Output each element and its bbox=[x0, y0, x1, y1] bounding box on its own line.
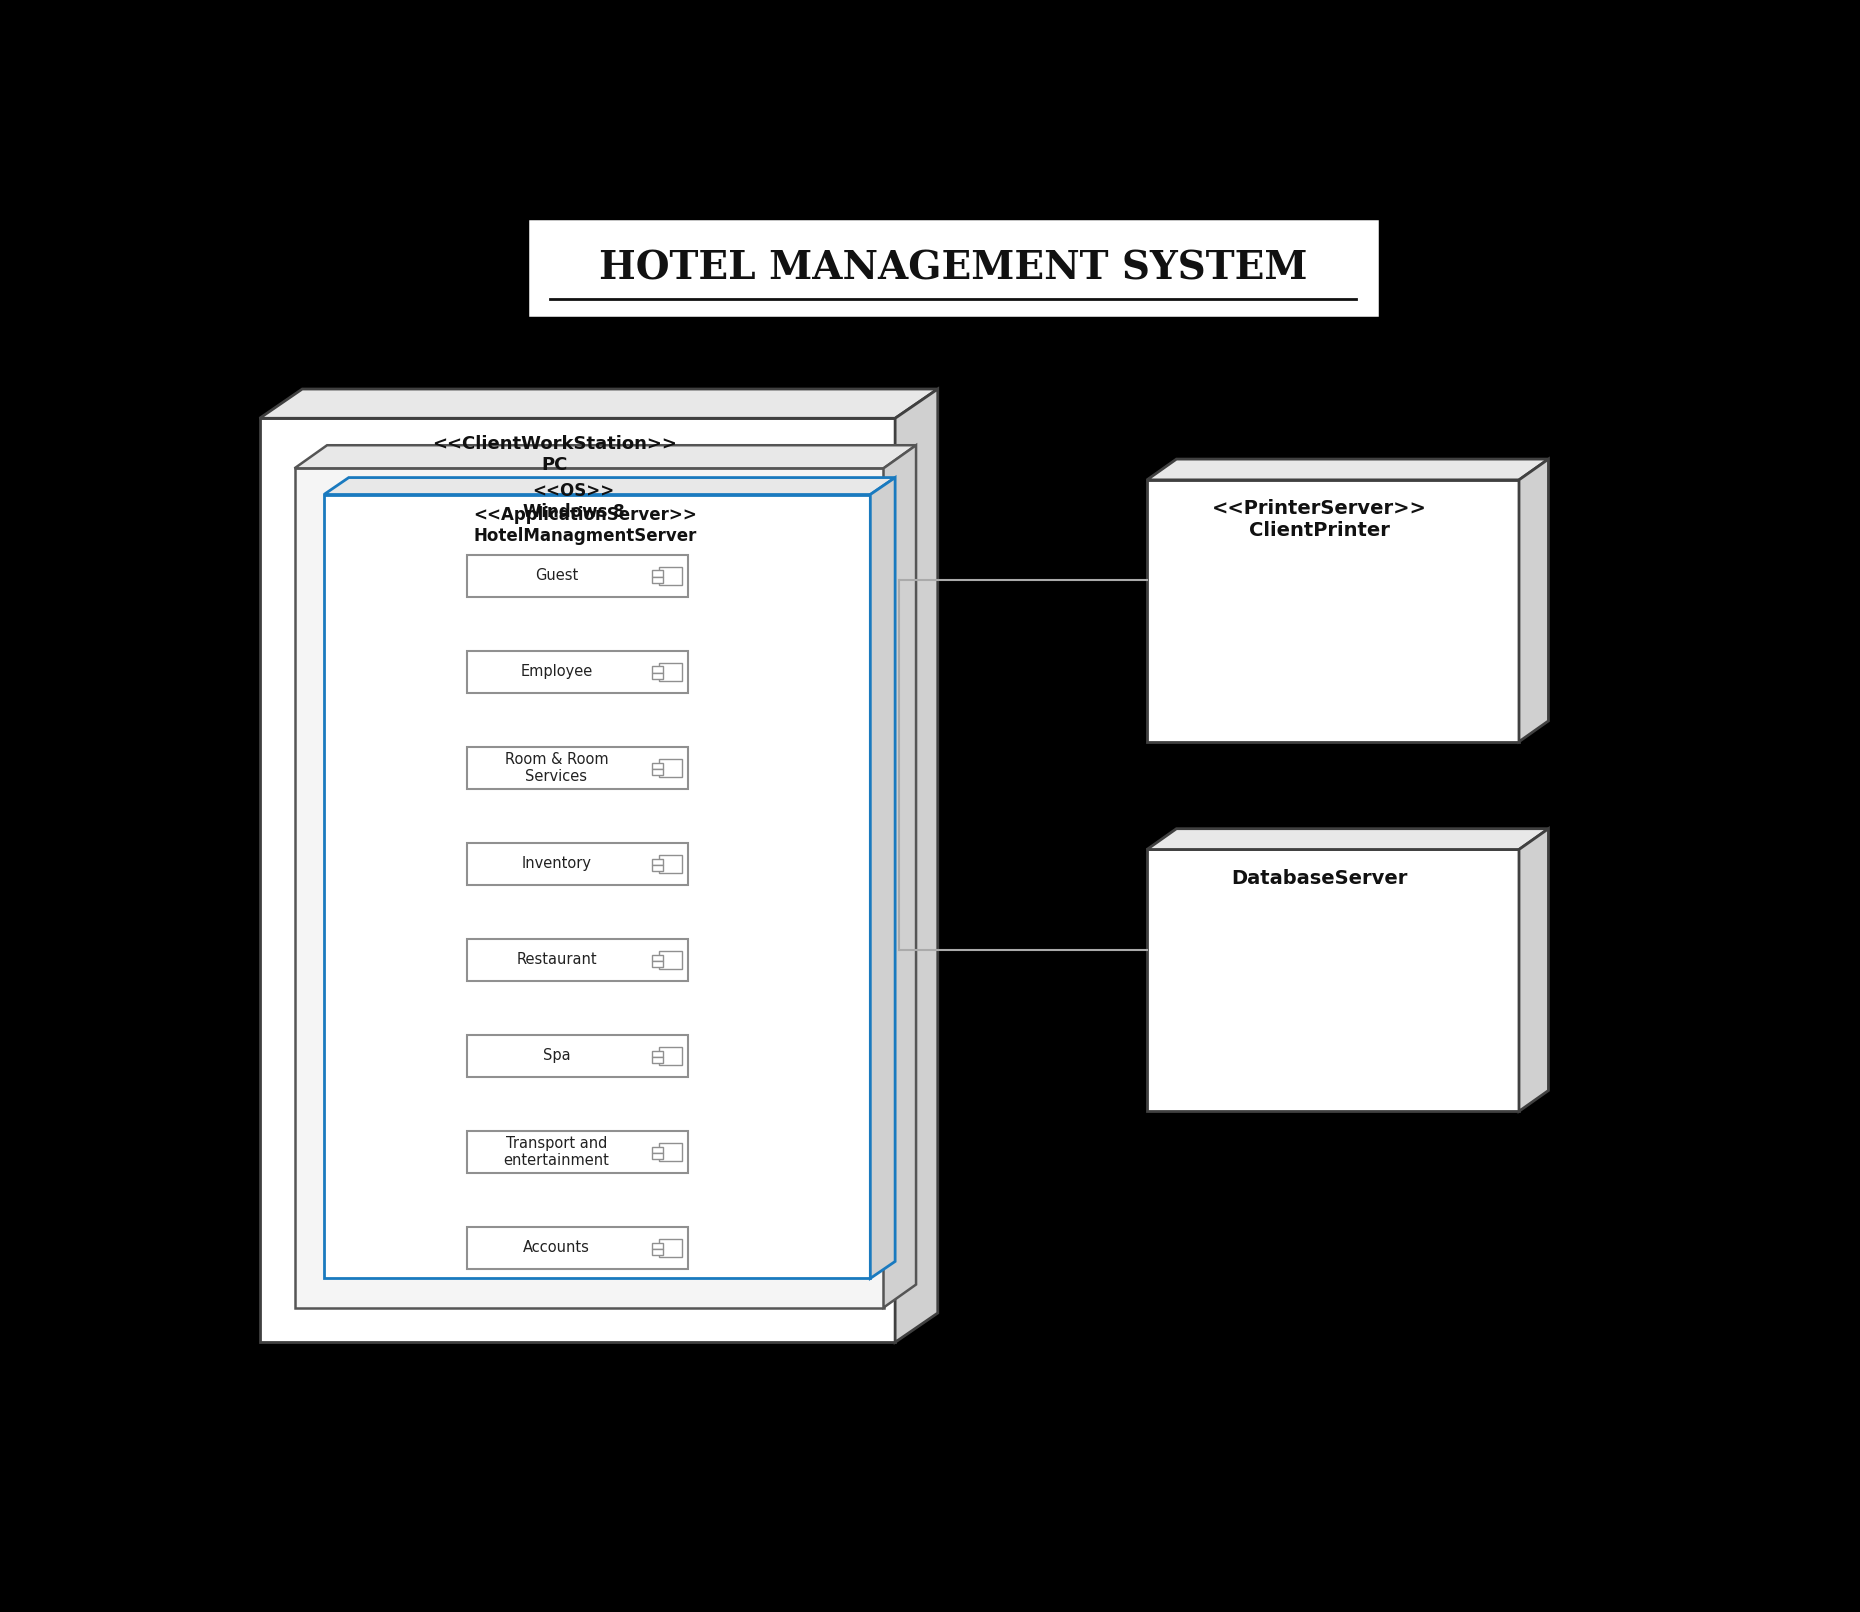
Bar bbox=[1148, 850, 1520, 1111]
Bar bbox=[467, 938, 688, 982]
Polygon shape bbox=[1520, 829, 1548, 1111]
Bar bbox=[658, 1238, 683, 1257]
Bar bbox=[653, 672, 662, 679]
Bar bbox=[653, 1057, 662, 1062]
Bar bbox=[653, 769, 662, 775]
Polygon shape bbox=[294, 445, 915, 469]
Text: <<ClientWorkStation>>
PC: <<ClientWorkStation>> PC bbox=[432, 435, 677, 474]
Text: <<OS>>
Windows 8: <<OS>> Windows 8 bbox=[523, 482, 625, 521]
Text: <<ApplicationServer>>
HotelManagmentServer: <<ApplicationServer>> HotelManagmentServ… bbox=[474, 506, 698, 545]
Bar bbox=[653, 1146, 662, 1153]
Polygon shape bbox=[324, 477, 895, 495]
Polygon shape bbox=[1520, 459, 1548, 742]
Bar bbox=[653, 666, 662, 672]
Bar bbox=[260, 418, 895, 1343]
Text: Employee: Employee bbox=[521, 664, 593, 679]
Text: <<PrinterServer>>
ClientPrinter: <<PrinterServer>> ClientPrinter bbox=[1211, 500, 1427, 540]
Text: Accounts: Accounts bbox=[523, 1241, 590, 1256]
Text: Restaurant: Restaurant bbox=[515, 953, 597, 967]
Text: DatabaseServer: DatabaseServer bbox=[1231, 869, 1408, 888]
Polygon shape bbox=[870, 477, 895, 1278]
Bar bbox=[653, 859, 662, 864]
Polygon shape bbox=[1148, 829, 1548, 850]
Bar bbox=[526, 218, 1380, 318]
Text: HOTEL MANAGEMENT SYSTEM: HOTEL MANAGEMENT SYSTEM bbox=[599, 250, 1308, 287]
Bar bbox=[467, 1035, 688, 1077]
Polygon shape bbox=[884, 445, 915, 1307]
Bar bbox=[658, 663, 683, 680]
Bar bbox=[467, 651, 688, 693]
Bar bbox=[653, 961, 662, 967]
Text: Guest: Guest bbox=[536, 569, 578, 584]
Bar bbox=[653, 1249, 662, 1256]
Bar bbox=[467, 746, 688, 788]
Bar bbox=[653, 577, 662, 584]
Bar bbox=[1148, 480, 1520, 742]
Polygon shape bbox=[260, 388, 937, 418]
Bar bbox=[653, 762, 662, 769]
Bar bbox=[658, 1046, 683, 1066]
Bar bbox=[658, 951, 683, 969]
Bar bbox=[653, 1153, 662, 1159]
Text: Room & Room
Services: Room & Room Services bbox=[504, 751, 608, 783]
Bar bbox=[294, 469, 883, 1307]
Polygon shape bbox=[1148, 459, 1548, 480]
Bar bbox=[658, 566, 683, 585]
Bar bbox=[467, 1227, 688, 1269]
Text: Spa: Spa bbox=[543, 1048, 571, 1064]
Bar bbox=[467, 555, 688, 596]
Bar bbox=[653, 864, 662, 870]
Bar bbox=[658, 759, 683, 777]
Bar bbox=[653, 571, 662, 577]
Bar bbox=[653, 1243, 662, 1249]
Bar bbox=[324, 495, 870, 1278]
Text: Transport and
entertainment: Transport and entertainment bbox=[504, 1136, 610, 1169]
Bar bbox=[653, 1051, 662, 1057]
Bar bbox=[467, 1130, 688, 1174]
Bar bbox=[658, 854, 683, 874]
Bar bbox=[653, 954, 662, 961]
Bar bbox=[467, 843, 688, 885]
Bar bbox=[658, 1143, 683, 1161]
Text: Inventory: Inventory bbox=[521, 856, 591, 872]
Polygon shape bbox=[895, 388, 937, 1343]
